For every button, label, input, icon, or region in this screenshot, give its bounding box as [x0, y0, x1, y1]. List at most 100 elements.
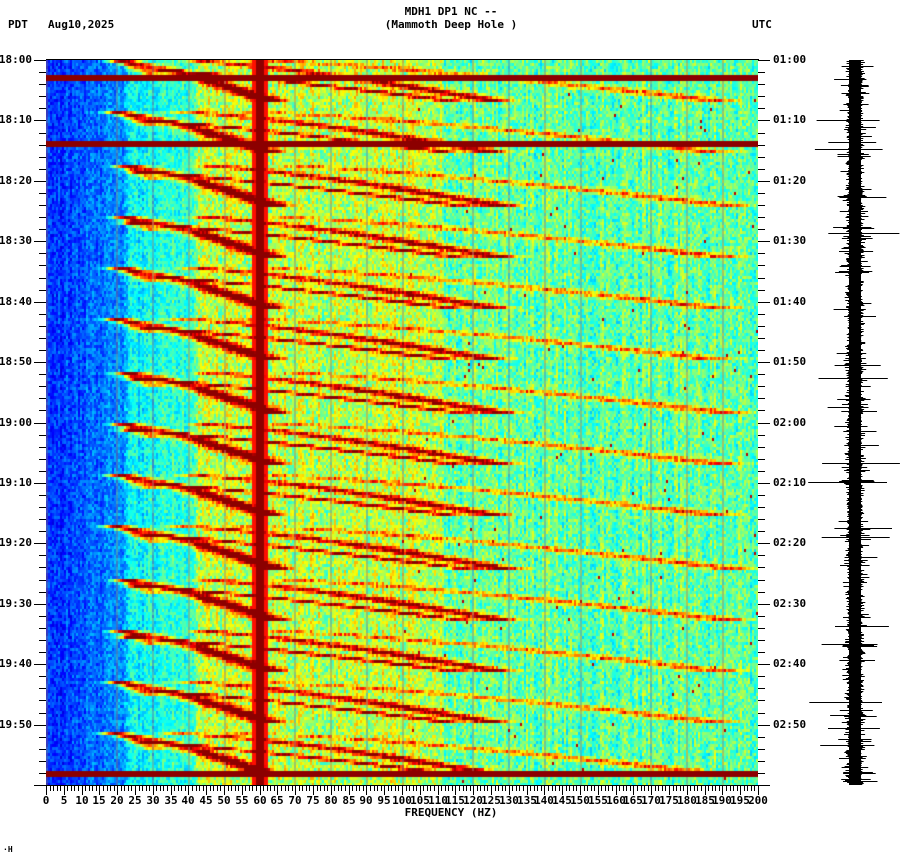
time-axis-label: 19:10: [0, 476, 32, 489]
frequency-tick-minor: [146, 786, 147, 791]
frequency-tick-minor: [537, 786, 538, 791]
time-tick-minor: [758, 278, 765, 279]
time-axis-label: 01:10: [773, 113, 807, 126]
time-tick-minor: [39, 169, 46, 170]
time-tick-minor: [39, 133, 46, 134]
frequency-tick-minor: [270, 786, 271, 791]
time-tick-minor: [758, 713, 765, 714]
frequency-tick-major: [722, 786, 723, 795]
time-axis-label: 02:50: [773, 718, 807, 731]
time-tick-minor: [39, 338, 46, 339]
frequency-tick-major: [598, 786, 599, 795]
time-tick-minor: [758, 410, 765, 411]
time-tick-minor: [39, 386, 46, 387]
time-tick-minor: [758, 737, 765, 738]
frequency-tick-minor: [644, 786, 645, 791]
time-tick-major: [758, 604, 770, 605]
frequency-tick-minor: [263, 786, 264, 791]
frequency-tick-minor: [306, 786, 307, 791]
time-tick-minor: [758, 157, 765, 158]
frequency-tick-minor: [623, 786, 624, 791]
frequency-tick-minor: [409, 786, 410, 791]
frequency-tick-minor: [228, 786, 229, 791]
time-axis-right: 01:00 01:10 01:20 01:30 01:40 01:50 02:00 02:10…: [758, 54, 807, 786]
time-tick-minor: [758, 290, 765, 291]
seismogram-samples: [808, 60, 900, 785]
frequency-axis-label: 90: [359, 794, 373, 807]
frequency-axis-label: 85: [342, 794, 356, 807]
timezone-label-right: UTC: [752, 18, 772, 31]
spectrogram-canvas[interactable]: [46, 60, 758, 785]
frequency-axis-label: 130: [499, 794, 519, 807]
frequency-tick-major: [135, 786, 136, 795]
frequency-axis-label: 175: [659, 794, 679, 807]
time-tick-minor: [758, 628, 765, 629]
time-tick-minor: [758, 145, 765, 146]
time-tick-major: [34, 604, 46, 605]
seismogram-trace-svg: [808, 60, 900, 785]
frequency-tick-minor: [149, 786, 150, 791]
frequency-tick-minor: [665, 786, 666, 791]
frequency-tick-minor: [701, 786, 702, 791]
frequency-tick-minor: [559, 786, 560, 791]
frequency-tick-minor: [726, 786, 727, 791]
frequency-tick-major: [224, 786, 225, 795]
time-tick-minor: [39, 84, 46, 85]
frequency-tick-major: [402, 786, 403, 795]
time-tick-minor: [39, 580, 46, 581]
time-tick-major: [34, 483, 46, 484]
time-tick-minor: [39, 205, 46, 206]
frequency-tick-minor: [107, 786, 108, 791]
frequency-tick-minor: [156, 786, 157, 791]
frequency-tick-minor: [178, 786, 179, 791]
frequency-tick-minor: [573, 786, 574, 791]
frequency-tick-major: [705, 786, 706, 795]
frequency-tick-minor: [712, 786, 713, 791]
frequency-tick-minor: [587, 786, 588, 791]
time-tick-minor: [39, 265, 46, 266]
frequency-tick-minor: [619, 786, 620, 791]
time-tick-minor: [39, 628, 46, 629]
frequency-tick-minor: [131, 786, 132, 791]
frequency-tick-minor: [341, 786, 342, 791]
frequency-tick-minor: [751, 786, 752, 791]
time-axis-label: 18:10: [0, 113, 32, 126]
time-axis-label: 19:40: [0, 657, 32, 670]
time-tick-minor: [758, 592, 765, 593]
frequency-tick-major: [616, 786, 617, 795]
frequency-tick-major: [509, 786, 510, 795]
frequency-tick-minor: [85, 786, 86, 791]
time-tick-minor: [39, 555, 46, 556]
timezone-label-left: PDT: [8, 18, 28, 31]
time-tick-minor: [39, 72, 46, 73]
frequency-tick-minor: [463, 786, 464, 791]
frequency-axis-label: 165: [623, 794, 643, 807]
frequency-axis-label: 0: [42, 794, 50, 807]
time-tick-minor: [39, 326, 46, 327]
frequency-tick-minor: [281, 786, 282, 791]
time-tick-minor: [39, 652, 46, 653]
frequency-axis-label: 110: [428, 794, 448, 807]
frequency-tick-minor: [363, 786, 364, 791]
frequency-tick-minor: [680, 786, 681, 791]
frequency-tick-minor: [413, 786, 414, 791]
frequency-tick-minor: [192, 786, 193, 791]
frequency-tick-minor: [459, 786, 460, 791]
time-tick-major: [34, 181, 46, 182]
time-tick-minor: [39, 435, 46, 436]
frequency-tick-minor: [210, 786, 211, 791]
time-tick-minor: [758, 652, 765, 653]
frequency-tick-major: [206, 786, 207, 795]
frequency-tick-minor: [452, 786, 453, 791]
frequency-tick-minor: [388, 786, 389, 791]
time-tick-major: [34, 785, 46, 786]
frequency-tick-minor: [477, 786, 478, 791]
time-tick-minor: [758, 761, 765, 762]
time-axis-label: 01:20: [773, 174, 807, 187]
spectrogram-plot[interactable]: [46, 60, 758, 785]
time-tick-major: [34, 362, 46, 363]
frequency-tick-minor: [605, 786, 606, 791]
frequency-tick-minor: [534, 786, 535, 791]
frequency-tick-minor: [480, 786, 481, 791]
time-tick-minor: [39, 278, 46, 279]
